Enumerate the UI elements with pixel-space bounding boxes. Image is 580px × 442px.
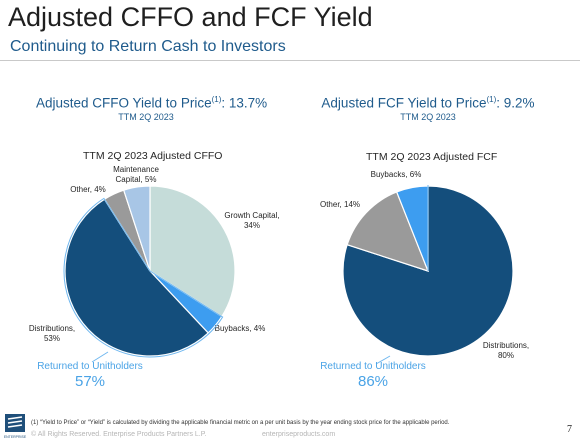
- cffo-yield-label: Adjusted CFFO Yield to Price: [36, 95, 212, 111]
- cffo-returned-label: Returned to Unitholders: [37, 361, 143, 372]
- cffo-yield-period: TTM 2Q 2023: [118, 111, 174, 122]
- pie-label-other: Other, 4%: [70, 185, 106, 194]
- cffo-returned-value: 57%: [74, 373, 106, 390]
- pie-slice-maintenance-capital: [122, 185, 151, 272]
- returned-pointer: [91, 351, 109, 363]
- website: enterpriseproducts.com: [262, 431, 336, 438]
- cffo-yield-footnote-ref: (1): [211, 95, 222, 104]
- fcf-returned-callout: Returned to Unitholders 86%: [313, 361, 433, 390]
- fcf-returned-value: 86%: [357, 373, 389, 390]
- fcf-yield-footnote-ref: (1): [486, 95, 497, 104]
- pie-label-other: Other, 14%: [320, 200, 360, 209]
- footnote: (1) “Yield to Price” or “Yield” is calcu…: [31, 420, 450, 426]
- pie-label-growth-capital: Growth Capital, 34%: [224, 211, 279, 230]
- returned-pointer: [375, 355, 391, 365]
- pie-slice-distributions: [64, 198, 210, 357]
- cffo-yield-metric: Adjusted CFFO Yield to Price(1): 13.7% T…: [36, 95, 267, 122]
- pie-label-buybacks: Buybacks, 4%: [215, 324, 266, 333]
- page-title: Adjusted CFFO and FCF Yield: [8, 2, 373, 32]
- pie-label-distributions: Distributions, 80%: [483, 341, 529, 360]
- enterprise-logo: ENTERPRISE: [4, 414, 27, 439]
- copyright: © All Rights Reserved. Enterprise Produc…: [31, 431, 207, 438]
- cffo-chart-title: TTM 2Q 2023 Adjusted CFFO: [83, 150, 223, 162]
- returned-outline: [63, 197, 224, 358]
- fcf-yield-label: Adjusted FCF Yield to Price: [321, 95, 487, 111]
- fcf-yield-metric: Adjusted FCF Yield to Price(1): 9.2% TTM…: [318, 95, 538, 122]
- page-subtitle: Continuing to Return Cash to Investors: [10, 38, 286, 55]
- logo-text: ENTERPRISE: [4, 435, 27, 439]
- pie-label-distributions: Distributions, 53%: [29, 324, 75, 343]
- cffo-pie: Growth Capital, 34% Buybacks, 4% Distributi…: [29, 165, 280, 363]
- pie-label-buybacks: Buybacks, 6%: [371, 170, 422, 179]
- pie-slice-other: [346, 191, 430, 272]
- fcf-yield-value: : 9.2%: [496, 95, 535, 111]
- fcf-pie: Distributions, 80% Other, 14% Buybacks, 6%: [320, 170, 529, 365]
- title-divider: [0, 60, 580, 61]
- cffo-yield-value: : 13.7%: [221, 95, 268, 111]
- cffo-returned-callout: Returned to Unitholders 57%: [30, 361, 150, 390]
- fcf-returned-label: Returned to Unitholders: [320, 361, 426, 372]
- pie-label-maintenance-capital: Maintenance Capital, 5%: [113, 165, 159, 184]
- fcf-chart-title: TTM 2Q 2023 Adjusted FCF: [366, 151, 498, 163]
- page-number: 7: [567, 424, 572, 435]
- fcf-yield-period: TTM 2Q 2023: [400, 111, 456, 122]
